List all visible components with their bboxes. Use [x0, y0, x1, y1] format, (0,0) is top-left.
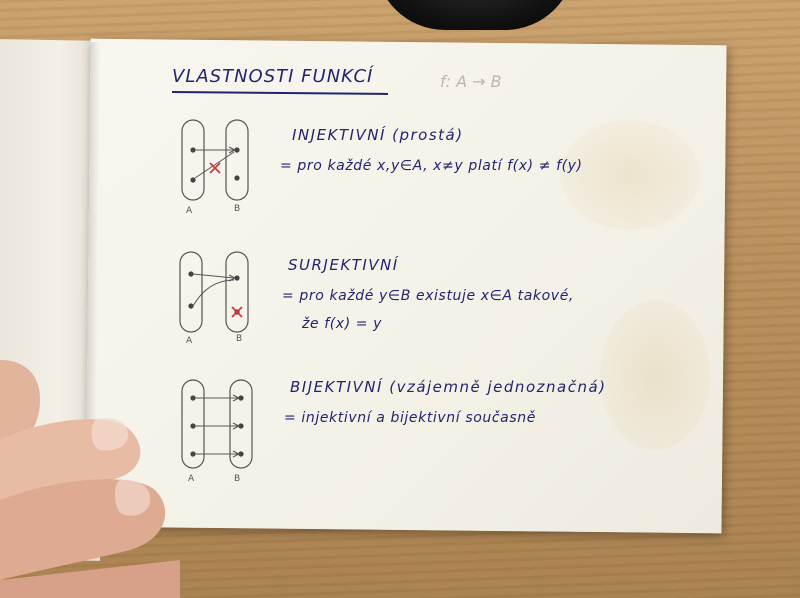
- set-label-a: A: [186, 336, 193, 346]
- arrow-head: [232, 450, 241, 458]
- element-dot: [190, 451, 196, 457]
- surjective-definition-line-2: že f(x) = y: [302, 316, 383, 332]
- arrow-head: [232, 394, 241, 402]
- element-dot: [238, 451, 244, 457]
- element-dot: [190, 423, 196, 429]
- element-dot: [190, 147, 196, 153]
- set-label-b: B: [236, 334, 243, 344]
- element-dot: [234, 275, 240, 281]
- surjective-definition-line-1: = pro každé y∈B existuje x∈A takové,: [282, 288, 574, 304]
- injective-diagram: [181, 119, 249, 201]
- hand: [0, 360, 180, 598]
- set-label-b: B: [234, 474, 241, 484]
- set-label-a: A: [188, 474, 195, 484]
- paper-stain: [560, 120, 700, 230]
- set-label-a: A: [186, 206, 193, 216]
- page-title: VLASTNOSTI FUNKCÍ: [172, 66, 374, 87]
- injective-heading: INJEKTIVNÍ (prostá): [292, 126, 464, 144]
- bijective-definition: = injektivní a bijektivní současně: [284, 410, 536, 426]
- element-dot: [188, 303, 194, 309]
- set-b-oval: [225, 251, 249, 333]
- arrow-head: [232, 422, 241, 430]
- set-b-oval: [229, 379, 253, 469]
- set-label-b: B: [234, 204, 241, 214]
- red-cross-icon: [231, 306, 243, 318]
- set-a-oval: [181, 119, 205, 201]
- element-dot: [234, 175, 240, 181]
- paper-stain: [600, 300, 710, 450]
- injective-definition: = pro každé x,y∈A, x≠y platí f(x) ≠ f(y): [280, 158, 583, 174]
- set-a-oval: [181, 379, 205, 469]
- thumbnail: [114, 479, 151, 516]
- bijective-diagram: [181, 379, 253, 469]
- thumbnail: [91, 418, 128, 451]
- bijective-heading: BIJEKTIVNÍ (vzájemně jednoznačná): [290, 378, 607, 396]
- surjective-heading: SURJEKTIVNÍ: [288, 256, 399, 274]
- surjective-diagram: [179, 251, 249, 333]
- function-notation: f: A → B: [440, 72, 502, 91]
- element-dot: [238, 423, 244, 429]
- element-dot: [190, 395, 196, 401]
- mapping-arrow: [192, 279, 235, 307]
- set-a-oval: [179, 251, 203, 333]
- element-dot: [238, 395, 244, 401]
- mapping-arrow: [194, 151, 235, 179]
- arrow-head: [228, 274, 237, 282]
- mapping-arrow: [192, 273, 235, 279]
- element-dot: [188, 271, 194, 277]
- element-dot: [190, 177, 196, 183]
- arrow-head: [228, 146, 237, 154]
- element-dot: [234, 147, 240, 153]
- set-b-oval: [225, 119, 249, 201]
- red-cross-icon: [209, 162, 221, 174]
